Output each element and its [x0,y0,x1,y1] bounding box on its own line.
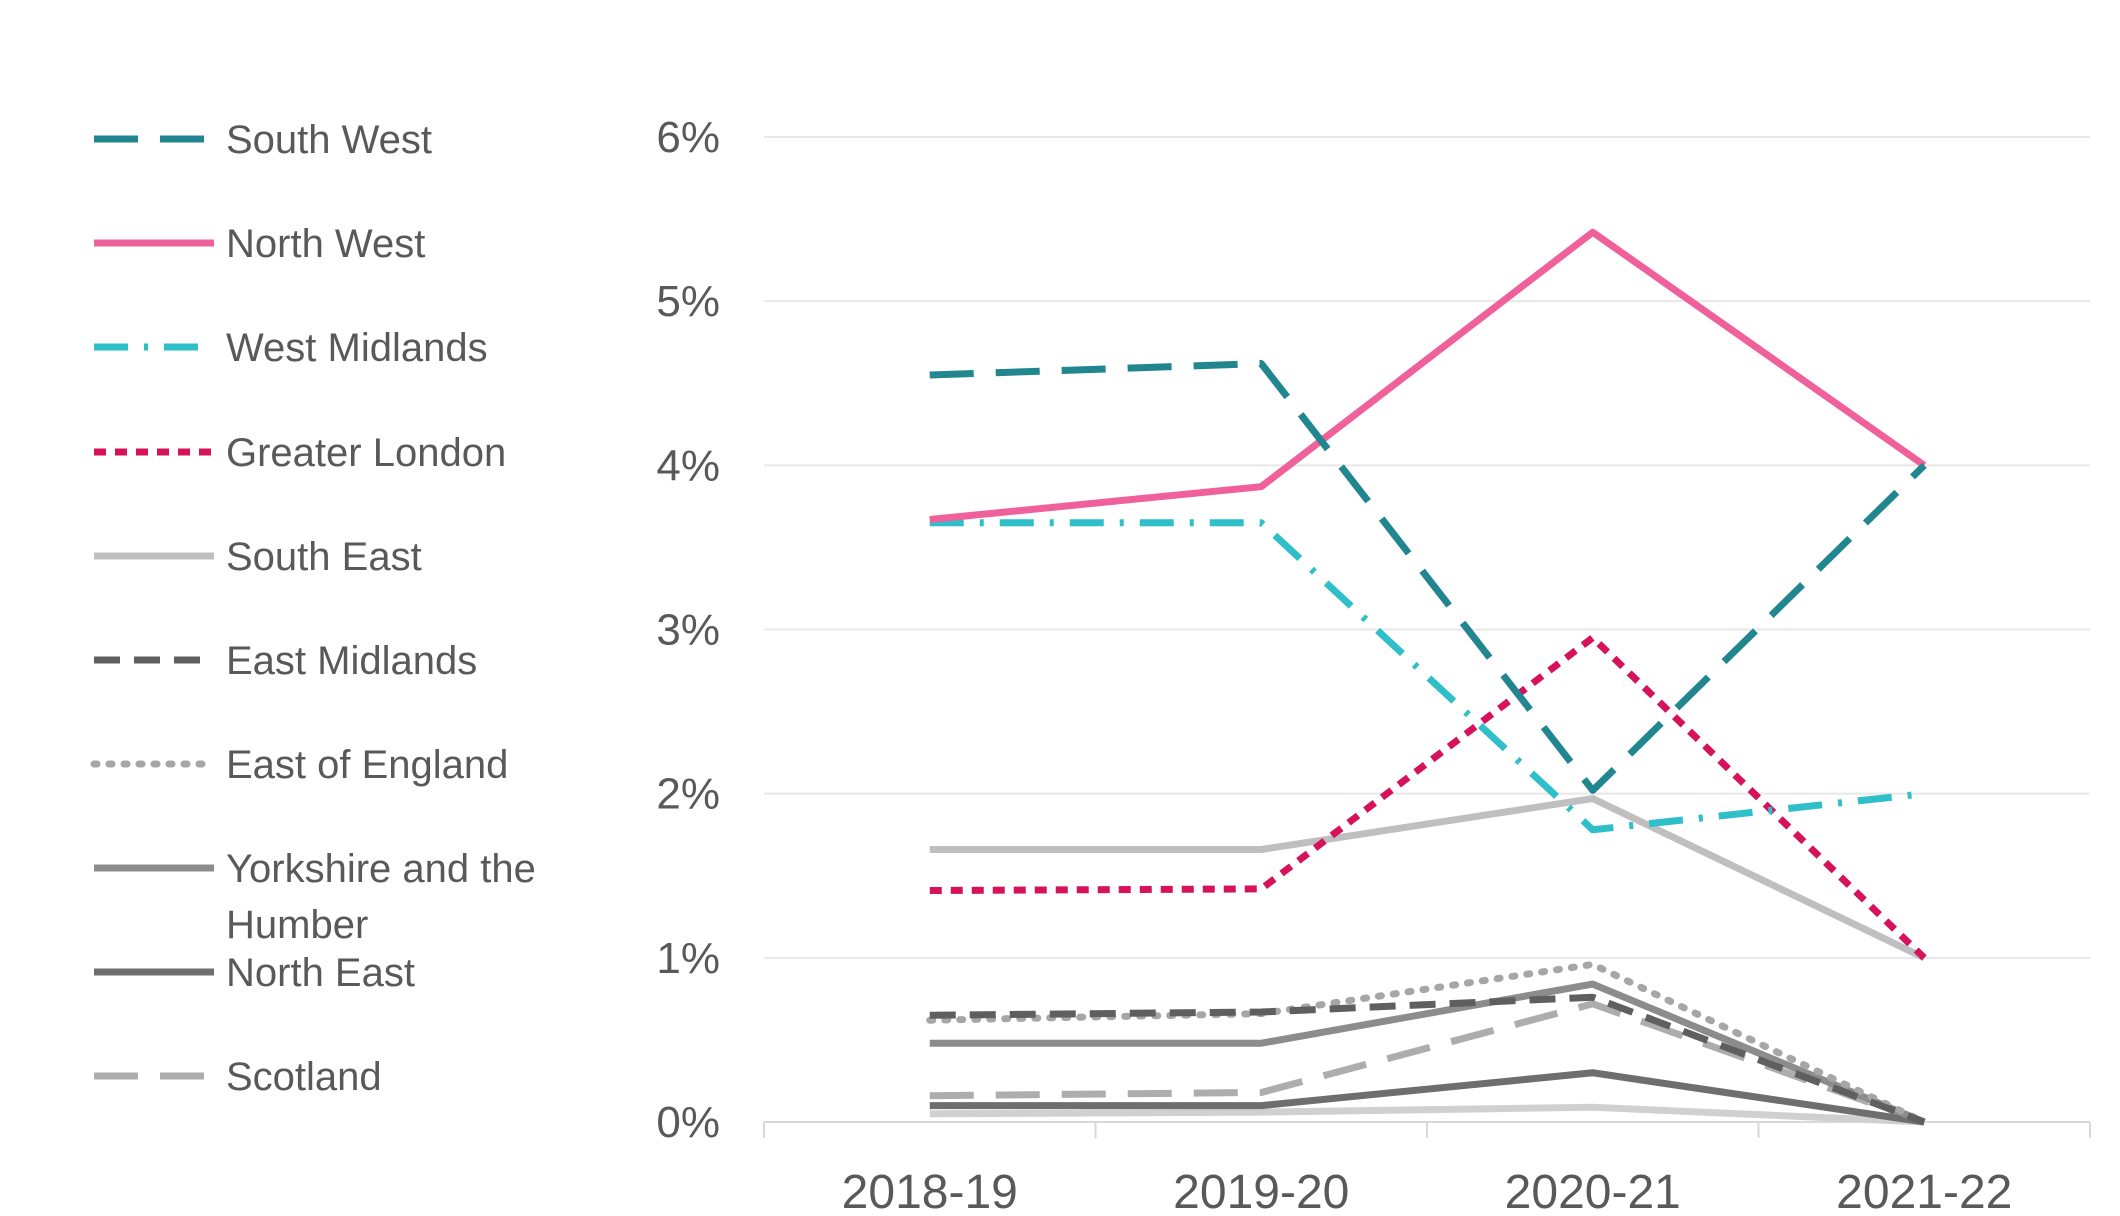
x-tick-label: 2018-19 [842,1166,1018,1216]
legend-label: South West [226,118,432,162]
series-line-west-midlands [929,519,1925,834]
legend-label: South East [226,535,422,579]
series-line-south-east [929,795,1926,961]
legend-label: Greater London [226,431,506,475]
series-lines [926,228,1928,1126]
x-axis [763,1121,2091,1138]
legend-label: West Midlands [226,326,488,370]
series-line-unlabeled [929,1103,1925,1126]
series-line-greater-london [929,634,1927,961]
legend-item-south-west: South West [94,118,432,162]
series-line-north-east [929,1069,1925,1126]
legend-label: Humber [226,903,368,947]
series-line-south-west [929,360,1927,794]
gridlines [764,136,2090,959]
legend: South West North West West Midlands Greater… [90,118,536,1099]
legend-item-east-of-england: East of England [90,743,508,787]
legend-item-west-midlands: West Midlands [94,326,488,370]
legend-item-north-east: North East [94,951,415,995]
series-line-yorkshire-and-the-humber [929,980,1926,1126]
y-tick-label: 5% [656,277,720,326]
legend-label: East of England [226,743,508,787]
x-tick-label: 2019-20 [1173,1166,1349,1216]
legend-label: Scotland [226,1055,382,1099]
y-tick-label: 3% [656,606,720,655]
legend-item-east-midlands: East Midlands [94,639,477,683]
y-tick-label: 6% [656,113,720,162]
y-tick-label: 2% [656,770,720,819]
legend-item-yorkshire-and-the-humber: Yorkshire and the Humber [94,847,536,947]
series-line-scotland [929,1000,1926,1126]
series-line-east-midlands [929,993,1926,1126]
legend-item-north-west: North West [94,222,425,266]
legend-item-greater-london: Greater London [94,431,506,475]
y-axis-tick-labels: 0% 1% 2% 3% 4% 5% 6% [656,113,720,1147]
y-tick-label: 4% [656,441,720,490]
legend-label: North East [226,951,415,995]
series-line-north-west [929,228,1927,523]
legend-item-scotland: Scotland [94,1055,382,1099]
y-tick-label: 0% [656,1098,720,1147]
x-tick-label: 2020-21 [1505,1166,1681,1216]
x-tick-label: 2021-22 [1836,1166,2012,1216]
legend-item-south-east: South East [94,535,422,579]
legend-label: North West [226,222,425,266]
legend-label: East Midlands [226,639,477,683]
y-tick-label: 1% [656,934,720,983]
x-axis-tick-labels: 2018-19 2019-20 2020-21 2021-22 [842,1166,2013,1216]
legend-label: Yorkshire and the [226,847,536,891]
